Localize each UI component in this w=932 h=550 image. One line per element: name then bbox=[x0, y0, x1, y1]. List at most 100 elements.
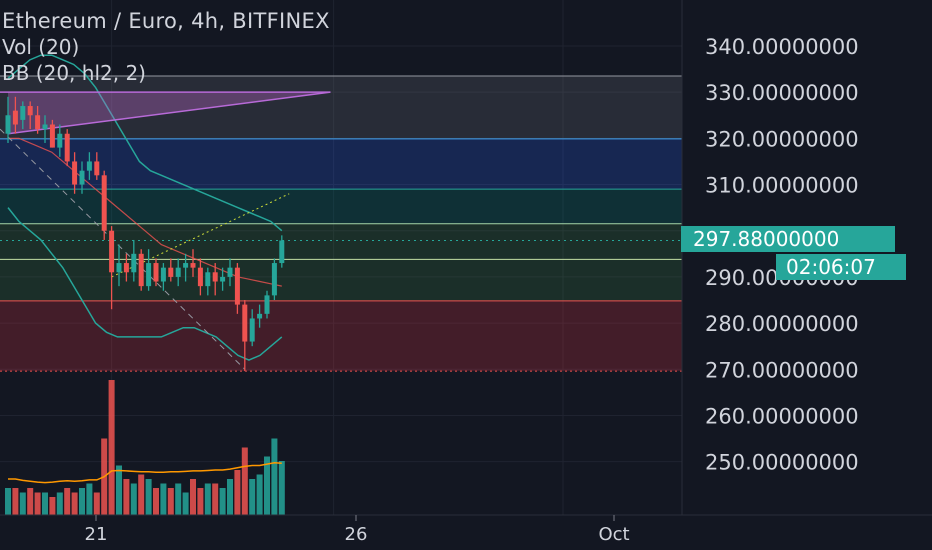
symbol-title[interactable]: Ethereum / Euro, 4h, BITFINEX bbox=[2, 9, 330, 33]
candle-body bbox=[153, 263, 159, 282]
candle-body bbox=[183, 263, 189, 268]
bb-upper-line bbox=[7, 54, 283, 232]
volume-bar bbox=[108, 380, 115, 515]
volume-bar bbox=[182, 492, 189, 515]
time-tick-label: 26 bbox=[345, 524, 368, 545]
volume-bar bbox=[79, 488, 85, 515]
zone-green bbox=[0, 223, 682, 301]
volume-bar bbox=[204, 483, 211, 515]
candle-body bbox=[116, 263, 122, 273]
time-tick-label: Oct bbox=[598, 524, 629, 545]
candle-body bbox=[160, 267, 166, 282]
candle-body bbox=[249, 318, 255, 342]
candle-body bbox=[138, 253, 144, 287]
candle-body bbox=[197, 267, 203, 287]
trend-drawings bbox=[0, 91, 331, 370]
candle-body bbox=[123, 263, 129, 273]
candle-body bbox=[94, 161, 100, 176]
candle-body bbox=[72, 161, 78, 185]
candle-body bbox=[20, 106, 26, 120]
zone-red bbox=[0, 300, 682, 372]
price-tick-label: 320.00000000 bbox=[705, 127, 859, 151]
candle-body bbox=[234, 267, 240, 305]
volume-bar bbox=[12, 488, 19, 515]
volume-ma-line bbox=[8, 462, 282, 484]
volume-bar bbox=[49, 497, 56, 515]
last-price-tag: 297.88000000 bbox=[681, 226, 895, 252]
level-zones bbox=[0, 76, 682, 372]
candle-body bbox=[257, 313, 263, 319]
volume-bar bbox=[34, 492, 41, 515]
candle-body bbox=[86, 161, 92, 171]
volume-bar bbox=[167, 488, 174, 515]
candle-body bbox=[242, 304, 248, 342]
price-tick-label: 260.00000000 bbox=[705, 404, 859, 428]
volume-bar bbox=[130, 483, 137, 515]
zone-blue bbox=[0, 138, 682, 190]
volume-bar bbox=[145, 479, 152, 515]
candle-body bbox=[5, 115, 11, 134]
volume-bar bbox=[27, 488, 34, 515]
candle-body bbox=[264, 295, 270, 314]
candle-body bbox=[146, 263, 152, 287]
time-axis[interactable]: 21 26 Oct bbox=[0, 514, 932, 545]
bb-lower-line bbox=[7, 207, 283, 361]
candle-body bbox=[205, 272, 211, 287]
volume-bar bbox=[212, 483, 219, 515]
volume-bar bbox=[219, 488, 226, 515]
volume-bar bbox=[71, 492, 78, 515]
volume-bar bbox=[19, 492, 26, 515]
candle-body bbox=[190, 263, 196, 268]
candle-body bbox=[49, 124, 55, 148]
volume-bar bbox=[160, 483, 167, 515]
volume-indicator-label[interactable]: Vol (20) bbox=[2, 35, 80, 59]
bollinger-indicator-label[interactable]: BB (20, hl2, 2) bbox=[2, 61, 146, 85]
volume-bar bbox=[264, 456, 270, 515]
volume-bar bbox=[86, 483, 93, 515]
rising-trendline bbox=[7, 91, 331, 135]
price-tick-label: 310.00000000 bbox=[705, 174, 859, 198]
volume-bar bbox=[93, 492, 100, 515]
volume-bar bbox=[190, 479, 196, 515]
volume-bar bbox=[278, 461, 285, 515]
price-tick-label: 340.00000000 bbox=[705, 35, 859, 59]
volume-bar bbox=[175, 483, 182, 515]
candle-body bbox=[57, 133, 63, 148]
candle-body bbox=[131, 253, 137, 273]
candle-body bbox=[27, 106, 33, 116]
candle-body bbox=[64, 133, 70, 162]
volume-bar bbox=[42, 492, 48, 515]
candle-body bbox=[212, 272, 218, 282]
volume-bars bbox=[5, 380, 285, 515]
candle-body bbox=[35, 115, 41, 130]
volume-bar bbox=[64, 488, 71, 515]
volume-bar bbox=[249, 479, 256, 515]
candlesticks bbox=[5, 96, 285, 372]
price-tick-label: 250.00000000 bbox=[705, 451, 859, 475]
candle-body bbox=[175, 267, 181, 277]
volume-bar bbox=[234, 470, 241, 515]
candle-body bbox=[101, 175, 107, 231]
candle-body bbox=[279, 240, 285, 264]
volume-bar bbox=[153, 488, 159, 515]
volume-bar bbox=[123, 479, 130, 515]
volume-bar bbox=[271, 438, 278, 515]
zone-teal bbox=[0, 189, 682, 224]
time-tick-label: 21 bbox=[85, 524, 108, 545]
falling-dashed-line bbox=[0, 128, 246, 370]
volume-bar bbox=[197, 488, 204, 515]
volume-bar bbox=[241, 447, 248, 515]
price-tick-label: 330.00000000 bbox=[705, 81, 859, 105]
candle-body bbox=[109, 230, 115, 273]
chart-legend: Ethereum / Euro, 4h, BITFINEX Vol (20) B… bbox=[2, 8, 330, 86]
bar-countdown-tag: 02:06:07 bbox=[776, 254, 906, 280]
volume-bar bbox=[5, 488, 11, 515]
candle-body bbox=[12, 110, 18, 125]
candle-body bbox=[42, 124, 48, 130]
volume-bar bbox=[138, 474, 145, 515]
candle-body bbox=[168, 267, 174, 277]
volume-bar bbox=[116, 465, 122, 515]
candle-body bbox=[227, 267, 233, 277]
price-tick-label: 280.00000000 bbox=[705, 312, 859, 336]
zone-gray bbox=[0, 76, 682, 139]
